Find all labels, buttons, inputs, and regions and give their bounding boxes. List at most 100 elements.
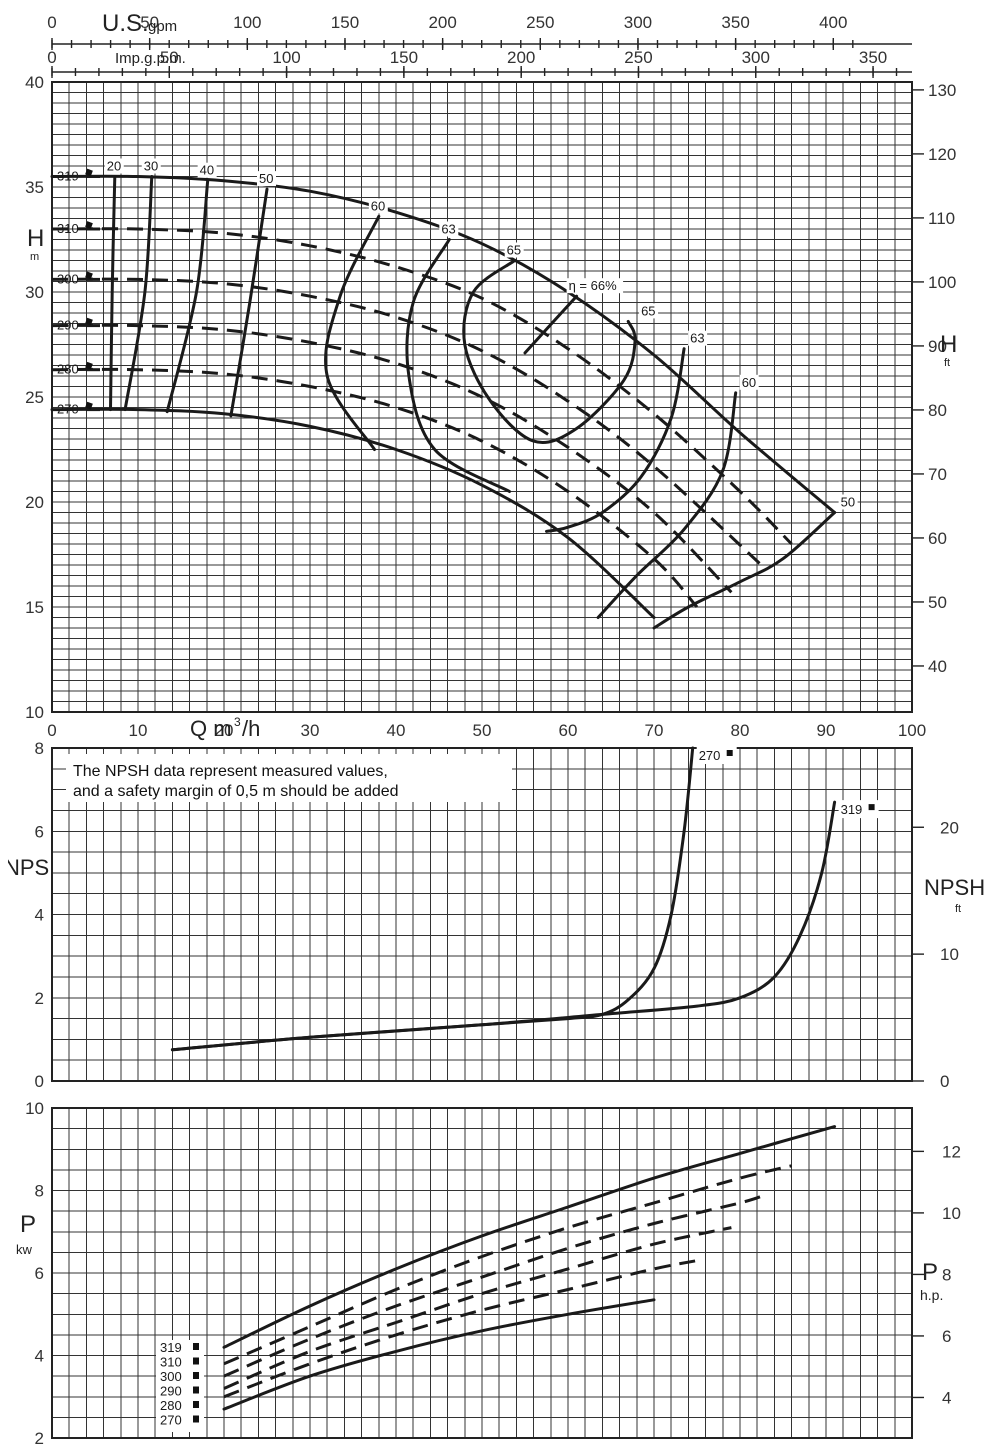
head-right-tick-60: 60 <box>928 529 947 548</box>
power-label-310: 310 <box>160 1355 182 1370</box>
power-curve-290 <box>223 1226 732 1390</box>
head-label-300: 300 <box>57 271 79 286</box>
npsh-left-tick-0: 0 <box>35 1072 44 1091</box>
power-right-tick-4: 4 <box>942 1388 951 1407</box>
head-label-mark-310 <box>85 221 93 229</box>
efficiency-label-bg-8 <box>639 303 659 319</box>
head-left-tick-25: 25 <box>25 388 44 407</box>
npsh-right-ticks: 0 10 20 <box>912 818 959 1091</box>
imp-axis-label: Imp.g.p.m. <box>115 50 186 67</box>
efficiency-curve-1 <box>123 175 154 412</box>
us-tick-300: 300 <box>624 13 652 32</box>
power-right-tick-8: 8 <box>942 1265 951 1284</box>
head-right-tick-90: 90 <box>928 337 947 356</box>
us-tick-250: 250 <box>526 13 554 32</box>
efficiency-label-6: 65 <box>507 243 521 258</box>
efficiency-curve-11 <box>652 511 837 630</box>
npsh-note-line-2: and a safety margin of 0,5 m should be a… <box>73 783 399 800</box>
head-right-unit: ft <box>944 357 950 369</box>
head-label-mark-290 <box>85 317 93 326</box>
head-left-tick-40: 40 <box>25 73 44 92</box>
npsh-left-tick-4: 4 <box>35 906 44 925</box>
efficiency-label-3: 50 <box>259 171 273 186</box>
npsh-right-unit: ft <box>955 903 961 915</box>
power-left-tick-2: 2 <box>35 1429 44 1448</box>
power-right-label: P <box>922 1259 938 1286</box>
efficiency-label-bg-0 <box>104 158 124 174</box>
power-label-mark-310 <box>193 1357 199 1365</box>
q-tick-70: 70 <box>645 721 664 740</box>
head-right-label: H <box>940 331 957 358</box>
npsh-left-label: NPSH <box>4 855 65 880</box>
head-left-tick-30: 30 <box>25 283 44 302</box>
power-left-unit: kw <box>16 1242 33 1257</box>
efficiency-label-bg-9 <box>688 330 708 346</box>
efficiency-label-bg-1 <box>141 158 161 174</box>
power-label-mark-300 <box>193 1372 199 1379</box>
head-left-label: H <box>27 225 44 252</box>
head-right-tick-70: 70 <box>928 465 947 484</box>
head-right-tick-120: 120 <box>928 145 956 164</box>
efficiency-label-5: 63 <box>441 222 455 237</box>
q-tick-60: 60 <box>559 721 578 740</box>
imp-tick-100: 100 <box>272 48 300 67</box>
power-left-tick-10: 10 <box>25 1099 44 1118</box>
imp-gpm-ticks: 0 50 100 150 200 250 300 350 <box>47 48 898 78</box>
efficiency-label-7: η = 66% <box>569 278 618 293</box>
head-label-mark-319 <box>85 168 93 177</box>
efficiency-curve-4 <box>324 214 381 451</box>
power-right-unit: h.p. <box>920 1287 943 1303</box>
power-label-mark-280 <box>193 1401 199 1408</box>
head-right-ticks: 40 50 60 70 80 90 100 110 120 130 <box>912 81 956 676</box>
npsh-frame <box>51 747 913 1082</box>
efficiency-label-9: 63 <box>690 331 704 346</box>
q-tick-80: 80 <box>731 721 750 740</box>
head-right-tick-50: 50 <box>928 593 947 612</box>
efficiency-label-bg-6 <box>504 242 524 258</box>
npsh-right-tick-0: 0 <box>940 1072 949 1091</box>
npsh-label-319: 319 <box>841 802 863 817</box>
efficiency-label-2: 40 <box>200 163 214 178</box>
npsh-curves: 270 319 <box>170 746 879 1052</box>
efficiency-label-bg-3 <box>257 171 276 187</box>
power-label-319: 319 <box>160 1340 182 1355</box>
power-right-tick-10: 10 <box>942 1204 961 1223</box>
power-frame <box>51 1107 913 1439</box>
npsh-panel: The NPSH data represent measured values,… <box>4 739 985 1091</box>
q-tick-50: 50 <box>473 721 492 740</box>
efficiency-label-bg-10 <box>739 374 759 390</box>
q-axis-label-sup: 3 <box>234 715 241 729</box>
power-label-mark-270 <box>193 1415 199 1423</box>
power-curves <box>222 1125 837 1411</box>
q-tick-90: 90 <box>817 721 836 740</box>
efficiency-label-bg-4 <box>368 198 388 214</box>
imp-tick-50: 50 <box>160 48 179 67</box>
efficiency-curve-2 <box>165 179 210 414</box>
imp-tick-250: 250 <box>624 48 652 67</box>
us-tick-50: 50 <box>140 13 159 32</box>
efficiency-label-bg-7 <box>566 278 624 294</box>
head-curve-270 <box>50 407 656 619</box>
efficiency-curve-5 <box>405 238 511 493</box>
power-left-tick-6: 6 <box>35 1264 44 1283</box>
efficiency-label-bg-11 <box>838 494 858 510</box>
efficiency-curve-0 <box>109 175 117 412</box>
npsh-right-label: NPSH <box>924 875 985 900</box>
power-left-label: P <box>20 1211 36 1238</box>
power-right-tick-12: 12 <box>942 1142 961 1161</box>
head-right-tick-40: 40 <box>928 657 947 676</box>
us-tick-100: 100 <box>233 13 261 32</box>
efficiency-label-8: 65 <box>641 303 655 318</box>
power-curve-310 <box>223 1164 792 1366</box>
head-label-mark-280 <box>85 361 93 370</box>
efficiency-label-10: 60 <box>742 375 756 390</box>
imp-tick-300: 300 <box>742 48 770 67</box>
head-left-tick-10: 10 <box>25 703 44 722</box>
head-left-ticks: 10 15 20 25 30 35 40 <box>25 73 44 722</box>
power-label-mark-319 <box>193 1343 199 1350</box>
imp-tick-150: 150 <box>390 48 418 67</box>
power-curve-319 <box>222 1125 837 1349</box>
q-axis-label-tail: /h <box>242 716 260 741</box>
us-axis-label: U.S. <box>102 10 149 37</box>
